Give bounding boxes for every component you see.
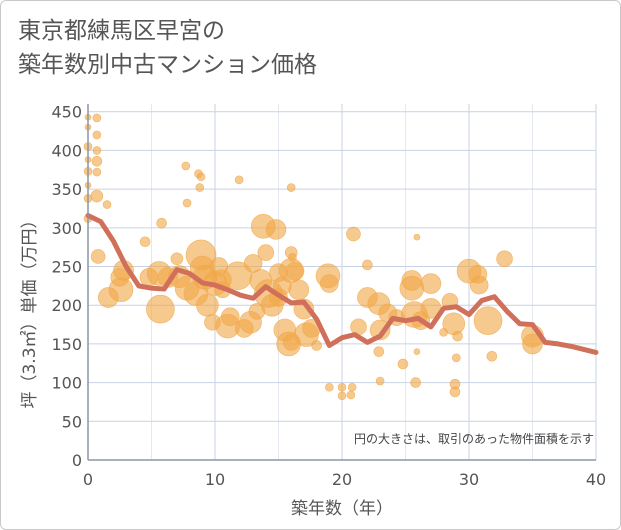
bubble-point (170, 252, 184, 266)
bubble-point (311, 340, 322, 351)
bubble-point (522, 333, 543, 355)
bubble-point (102, 200, 112, 209)
bubble-point (257, 244, 275, 261)
bubble-point (469, 275, 489, 295)
bubble-point (234, 175, 244, 185)
y-tick-label: 50 (62, 412, 82, 431)
bubble-point (286, 183, 296, 192)
bubble-point (473, 306, 503, 335)
x-tick-label: 30 (459, 470, 479, 489)
x-axis-label: 築年数（年） (291, 499, 393, 519)
bubble-point (346, 390, 356, 400)
x-tick-label: 40 (586, 470, 606, 489)
x-tick-label: 0 (83, 470, 93, 489)
y-tick-label: 300 (51, 219, 82, 238)
bubble-point (410, 377, 421, 388)
bubble-point (265, 219, 287, 240)
average-price-polyline (85, 212, 599, 355)
bubble-size-note: 円の大きさは、取引のあった物件面積を示す (354, 431, 594, 446)
y-axis-label: 坪（3.3㎡）単価（万円） (20, 211, 40, 408)
bubble-point (375, 376, 385, 386)
bubble-point (486, 350, 498, 362)
bubble-point (182, 198, 192, 208)
bubble-series (83, 113, 544, 401)
bubble-point (92, 146, 102, 155)
bubble-point (139, 236, 151, 248)
x-tick-label: 20 (332, 470, 352, 489)
bubble-point (413, 348, 421, 355)
bubble-point (319, 274, 339, 293)
y-tick-label: 400 (51, 141, 82, 160)
chart-title-line-1: 東京都練馬区早宮の (18, 18, 225, 44)
bubble-point (92, 113, 102, 123)
bubble-point (91, 155, 103, 167)
bubble-point (397, 358, 409, 370)
x-tick-labels: 0 10 20 30 40 (83, 470, 606, 489)
y-tick-label: 150 (51, 335, 82, 354)
bubble-point (92, 167, 102, 177)
axes (87, 104, 596, 461)
bubble-point (146, 294, 175, 324)
bubble-point (285, 261, 305, 281)
bubble-point (451, 353, 461, 363)
bubble-point (373, 346, 385, 357)
chart-title: 東京都練馬区早宮の 築年数別中古マンション価格 (18, 14, 317, 82)
y-tick-label: 450 (51, 103, 82, 122)
y-tick-label: 250 (51, 258, 82, 277)
bubble-point (350, 318, 367, 336)
y-tick-label: 350 (51, 180, 82, 199)
y-tick-label: 100 (51, 374, 82, 393)
bubble-point (496, 250, 513, 268)
bubble-point (196, 293, 219, 317)
bubble-point (220, 307, 240, 327)
bubble-point (324, 382, 334, 392)
chart-title-line-2: 築年数別中古マンション価格 (18, 52, 317, 78)
bubble-point (420, 273, 442, 294)
bubble-point (90, 249, 106, 264)
bubble-point (108, 277, 134, 303)
y-tick-label: 0 (72, 451, 82, 470)
bubble-point (196, 172, 206, 182)
bubble-point (452, 330, 463, 342)
y-tick-label: 200 (51, 296, 82, 315)
bubble-point (90, 189, 104, 203)
bubble-point (449, 386, 461, 398)
bubble-point (288, 279, 310, 301)
average-price-line (85, 212, 599, 355)
bubble-point (442, 312, 466, 336)
bubble-point (181, 161, 191, 171)
bubble-point (413, 233, 421, 241)
bubble-point (337, 391, 347, 401)
bubble-point (288, 252, 297, 262)
bubble-point (346, 226, 361, 242)
bubble-point (156, 217, 167, 229)
bubble-point (399, 275, 425, 301)
bubble-point (347, 382, 357, 392)
x-tick-label: 10 (205, 470, 225, 489)
bubble-point (362, 259, 373, 271)
y-tick-labels: 0 50 100 150 200 250 300 350 400 450 (51, 103, 82, 470)
bubble-point (92, 130, 102, 140)
bubble-point (195, 183, 205, 192)
bubble-point (337, 382, 347, 392)
